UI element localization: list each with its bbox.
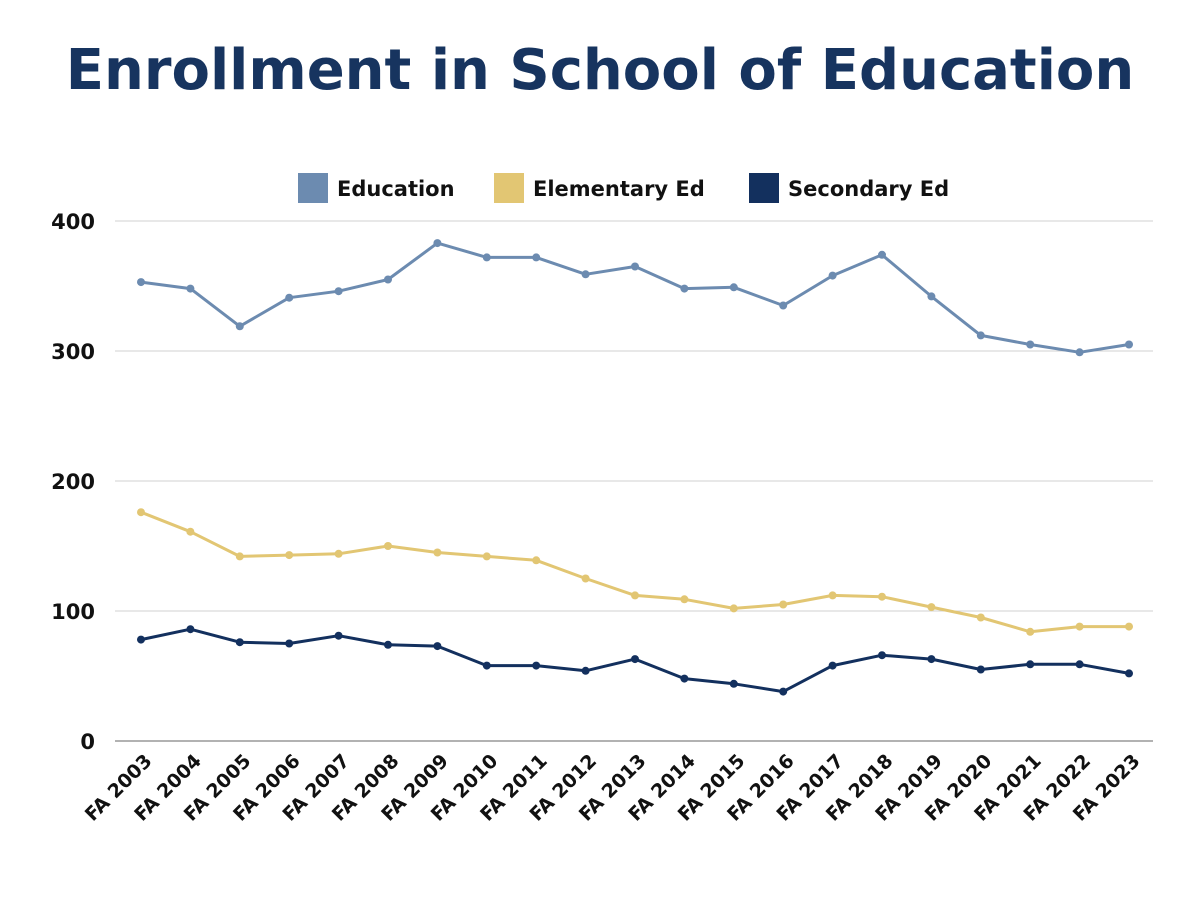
data-point (285, 639, 294, 648)
data-point (581, 270, 590, 279)
data-point (334, 549, 343, 558)
data-point (433, 642, 442, 651)
data-point (384, 640, 392, 649)
data-point (137, 278, 145, 287)
data-point (976, 331, 985, 340)
data-point (482, 552, 491, 561)
data-point (334, 631, 343, 640)
data-point (878, 250, 886, 259)
data-point (532, 661, 541, 670)
data-point (334, 287, 343, 296)
data-point (433, 239, 442, 248)
data-point (384, 275, 392, 284)
data-point (1026, 340, 1035, 349)
chart-title: Enrollment in School of Education (65, 38, 1135, 103)
data-point (581, 666, 590, 675)
data-point (631, 591, 639, 600)
data-point (1026, 627, 1035, 636)
data-point (729, 604, 738, 613)
data-point (729, 679, 738, 688)
data-point (482, 253, 491, 262)
data-point (828, 591, 837, 600)
data-point (1075, 348, 1084, 357)
data-point (1075, 660, 1084, 669)
data-point (779, 687, 788, 696)
data-point (631, 655, 639, 664)
data-point (532, 556, 541, 565)
data-point (235, 322, 244, 331)
data-point (384, 542, 392, 550)
data-point (878, 651, 886, 660)
data-point (779, 301, 788, 310)
data-point (1075, 622, 1084, 631)
data-point (137, 635, 145, 644)
data-point (1026, 660, 1035, 669)
data-point (680, 674, 689, 683)
legend-label: Education (337, 177, 455, 201)
data-point (532, 253, 541, 262)
data-point (631, 262, 639, 271)
legend-swatch (494, 173, 524, 203)
data-point (186, 284, 195, 293)
data-point (927, 655, 936, 664)
data-point (482, 661, 491, 670)
y-tick-label: 0 (80, 730, 95, 754)
data-point (927, 292, 936, 301)
data-point (285, 293, 294, 302)
y-tick-label: 100 (51, 600, 95, 624)
data-point (976, 613, 985, 622)
data-point (927, 603, 936, 612)
data-point (186, 527, 195, 536)
data-point (186, 625, 195, 634)
data-point (433, 548, 442, 557)
y-tick-label: 200 (51, 470, 95, 494)
data-point (828, 271, 837, 280)
data-point (137, 508, 145, 517)
legend-swatch (749, 173, 779, 203)
legend-label: Elementary Ed (533, 177, 705, 201)
data-point (878, 592, 886, 601)
data-point (1125, 340, 1133, 349)
data-point (779, 600, 788, 609)
y-tick-label: 300 (51, 340, 95, 364)
data-point (680, 284, 689, 293)
y-tick-label: 400 (51, 210, 95, 234)
data-point (235, 638, 244, 647)
legend-label: Secondary Ed (788, 177, 949, 201)
data-point (285, 551, 294, 560)
data-point (976, 665, 985, 674)
data-point (235, 552, 244, 561)
data-point (828, 661, 837, 670)
data-point (729, 283, 738, 292)
legend-swatch (298, 173, 328, 203)
data-point (1125, 669, 1133, 678)
data-point (680, 595, 689, 604)
data-point (1125, 622, 1133, 631)
data-point (581, 574, 590, 583)
